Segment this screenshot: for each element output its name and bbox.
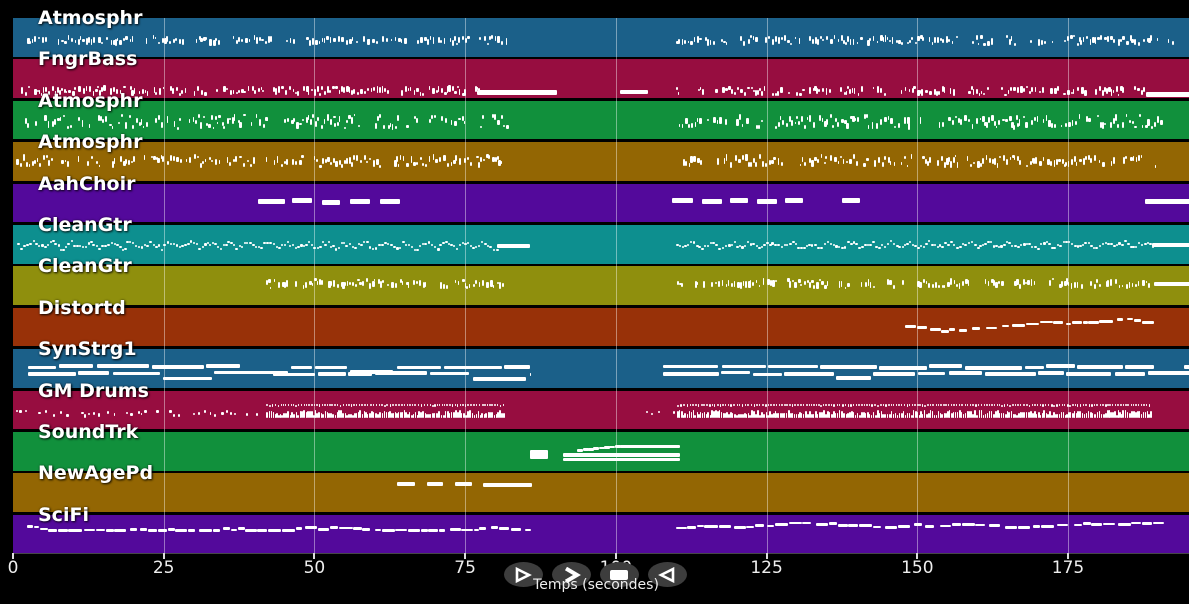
tick-label: 175 — [1051, 558, 1085, 578]
track-band-5 — [13, 225, 1189, 264]
track-label: AahChoir — [38, 172, 136, 195]
track-band-0 — [13, 18, 1189, 57]
track-band-11 — [13, 473, 1189, 512]
tick-mark — [614, 553, 617, 559]
track-label: Distortd — [38, 296, 126, 319]
track-label: SynStrg1 — [38, 338, 137, 361]
stop-icon — [610, 569, 628, 580]
track-band-12 — [13, 514, 1189, 554]
note-layer — [13, 184, 1189, 223]
note-layer — [13, 391, 1189, 430]
track-label: CleanGtr — [38, 255, 132, 278]
track-label: Atmosphr — [38, 89, 143, 112]
note-layer — [13, 101, 1189, 140]
note-layer — [13, 225, 1189, 264]
tick-label: 50 — [303, 558, 326, 578]
tick-mark — [313, 553, 316, 559]
track-band-4 — [13, 183, 1189, 223]
track-label: GM Drums — [38, 379, 149, 402]
play-icon — [515, 566, 532, 583]
track-label: FngrBass — [38, 48, 138, 71]
rewind-button[interactable] — [647, 562, 687, 587]
track-label: SoundTrk — [38, 421, 139, 443]
tick-mark — [1067, 553, 1069, 559]
note-layer — [13, 18, 1189, 57]
note-layer — [13, 473, 1189, 512]
note-layer — [13, 308, 1189, 347]
note-layer — [13, 349, 1189, 388]
rewind-icon — [658, 566, 675, 583]
track-label: SciFi — [38, 503, 89, 526]
stop-button[interactable] — [599, 562, 639, 587]
tick-mark — [765, 553, 768, 559]
gridline — [1068, 18, 1069, 553]
note-layer — [13, 142, 1189, 181]
tick-label: 150 — [901, 558, 934, 578]
track-band-10 — [13, 432, 1189, 471]
note-layer — [13, 432, 1189, 471]
note-layer — [13, 266, 1189, 305]
track-band-9 — [13, 390, 1189, 430]
track-label: CleanGtr — [38, 214, 132, 236]
track-band-2 — [13, 100, 1189, 140]
gridline — [163, 18, 165, 553]
x-axis-label: Temps (secondes) — [533, 577, 659, 593]
play-button[interactable] — [503, 562, 543, 587]
fast-forward-button[interactable] — [551, 562, 591, 587]
tick-mark — [12, 553, 14, 559]
tick-label: 25 — [152, 558, 175, 578]
track-band-3 — [13, 142, 1189, 181]
gridline — [917, 18, 919, 553]
x-axis-spine — [13, 553, 1189, 554]
track-band-1 — [13, 59, 1189, 98]
gridline — [314, 18, 316, 553]
track-label: Atmosphr — [38, 7, 143, 29]
tick-label: 125 — [750, 558, 783, 578]
tick-label: 75 — [454, 558, 476, 578]
gridline — [615, 18, 617, 553]
tick-mark — [916, 553, 919, 559]
track-band-6 — [13, 266, 1189, 305]
track-label: NewAgePd — [38, 462, 154, 485]
fast-forward-icon — [564, 566, 581, 583]
tick-label: 0 — [7, 558, 19, 578]
tick-mark — [162, 553, 165, 559]
note-layer — [13, 515, 1189, 554]
note-layer — [13, 59, 1189, 98]
tick-mark — [464, 553, 467, 559]
gridline — [465, 18, 467, 553]
track-band-7 — [13, 307, 1189, 347]
track-label: Atmosphr — [38, 131, 143, 154]
gridline — [766, 18, 768, 553]
track-band-8 — [13, 349, 1189, 388]
